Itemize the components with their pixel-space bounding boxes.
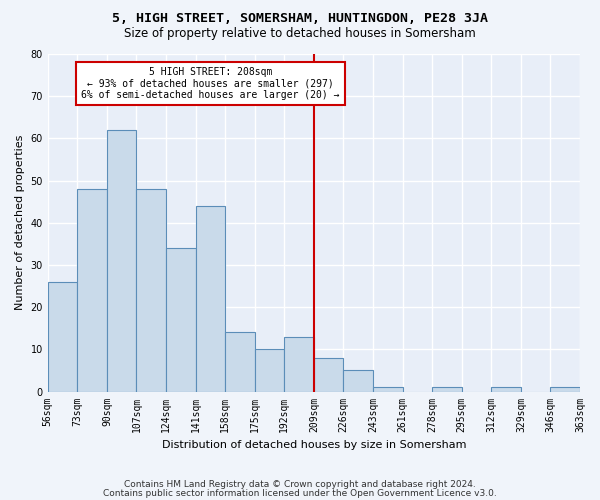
Bar <box>255 350 284 392</box>
Bar <box>77 189 107 392</box>
Bar <box>491 388 521 392</box>
Bar <box>136 189 166 392</box>
Text: Contains public sector information licensed under the Open Government Licence v3: Contains public sector information licen… <box>103 489 497 498</box>
Text: Contains HM Land Registry data © Crown copyright and database right 2024.: Contains HM Land Registry data © Crown c… <box>124 480 476 489</box>
Text: Size of property relative to detached houses in Somersham: Size of property relative to detached ho… <box>124 28 476 40</box>
Bar <box>196 206 225 392</box>
Text: 5, HIGH STREET, SOMERSHAM, HUNTINGDON, PE28 3JA: 5, HIGH STREET, SOMERSHAM, HUNTINGDON, P… <box>112 12 488 26</box>
Bar <box>373 388 403 392</box>
Bar <box>166 248 196 392</box>
Bar <box>225 332 255 392</box>
Bar <box>284 336 314 392</box>
Bar <box>550 388 580 392</box>
Bar <box>314 358 343 392</box>
X-axis label: Distribution of detached houses by size in Somersham: Distribution of detached houses by size … <box>161 440 466 450</box>
Y-axis label: Number of detached properties: Number of detached properties <box>15 135 25 310</box>
Bar <box>432 388 462 392</box>
Bar <box>48 282 77 392</box>
Bar <box>343 370 373 392</box>
Text: 5 HIGH STREET: 208sqm
← 93% of detached houses are smaller (297)
6% of semi-deta: 5 HIGH STREET: 208sqm ← 93% of detached … <box>81 66 340 100</box>
Bar <box>107 130 136 392</box>
